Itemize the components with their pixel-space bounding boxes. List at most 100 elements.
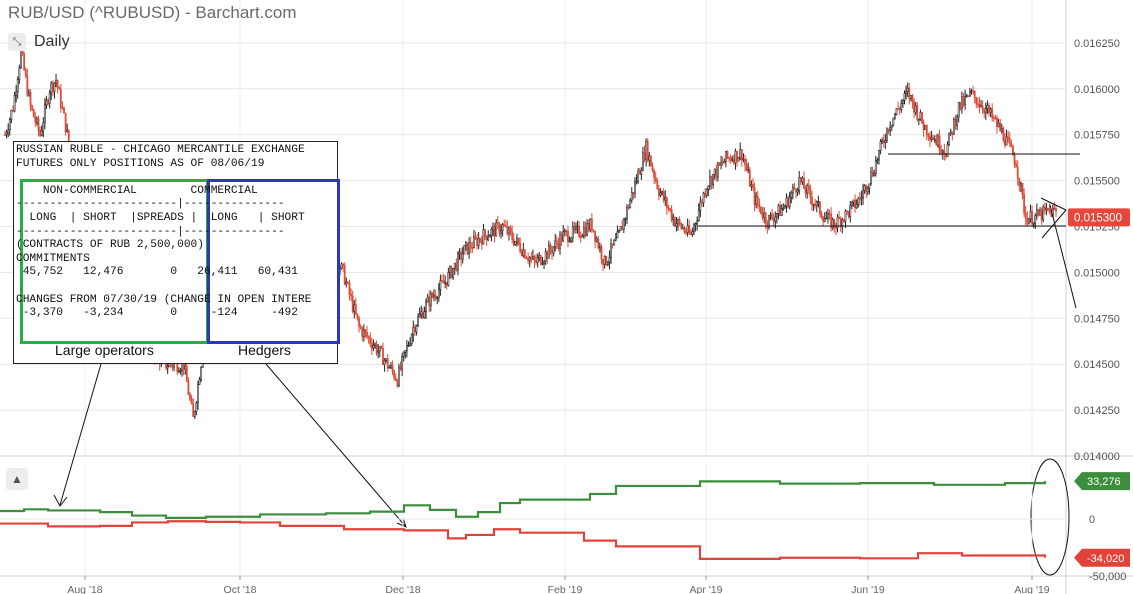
candle-body	[705, 188, 708, 196]
candle-body	[957, 101, 960, 118]
commercial-net-line	[0, 520, 1047, 560]
candle-body	[439, 280, 442, 290]
cot-last-label: -34,020	[1087, 553, 1124, 565]
candle-body	[366, 331, 368, 337]
candle-body	[511, 231, 514, 240]
candle-body	[978, 103, 981, 108]
candle-body	[589, 219, 592, 231]
candle-body	[868, 183, 871, 189]
candle-body	[1005, 136, 1008, 146]
candle-body	[520, 251, 523, 256]
candle-body	[879, 141, 882, 151]
candle-body	[855, 204, 858, 208]
candle-body	[35, 118, 38, 123]
candle-body	[924, 125, 927, 131]
candle-body	[4, 134, 6, 136]
candle-body	[897, 108, 900, 110]
period-label[interactable]: Daily	[34, 33, 70, 50]
candle-body	[755, 195, 758, 205]
candle-body	[989, 108, 992, 113]
candle-body	[528, 257, 531, 261]
expand-icon[interactable]: ⤡	[8, 33, 26, 51]
candle-body	[938, 135, 941, 151]
candle-body	[372, 345, 375, 349]
candle-body	[441, 280, 443, 282]
candle-body	[634, 181, 636, 194]
candle-body	[791, 187, 794, 194]
large-operators-pointer	[59, 363, 102, 506]
candle-body	[970, 90, 973, 93]
candle-body	[701, 201, 703, 204]
candle-body	[964, 96, 966, 105]
candle-body	[968, 91, 971, 97]
candle-body	[496, 222, 499, 224]
candle-body	[874, 160, 877, 174]
hedgers-pointer	[265, 363, 407, 528]
candle-body	[187, 381, 190, 395]
candle-body	[598, 246, 601, 249]
candle-body	[420, 311, 423, 315]
candle-body	[426, 296, 429, 303]
candle-body	[364, 329, 367, 333]
candle-body	[602, 258, 604, 265]
candle-body	[18, 67, 21, 80]
candle-body	[431, 293, 434, 298]
candle-body	[669, 208, 671, 211]
candle-body	[421, 311, 424, 319]
candle-body	[827, 213, 829, 219]
candle-body	[854, 199, 856, 208]
candle-body	[732, 158, 735, 164]
cot-tick-zero: 0	[1089, 514, 1095, 526]
candle-body	[916, 105, 919, 120]
candle-body	[469, 242, 472, 248]
candle-body	[458, 251, 461, 255]
collapse-pane-button[interactable]: ▲	[6, 468, 28, 490]
projection-arrow-line	[1049, 204, 1077, 309]
candle-body	[1000, 128, 1003, 132]
candle-body	[519, 243, 522, 252]
candle-body	[788, 197, 791, 208]
candle-body	[418, 314, 421, 318]
candle-body	[689, 232, 692, 235]
candle-body	[739, 149, 742, 159]
candle-body	[858, 198, 861, 200]
candle-body	[568, 240, 571, 243]
candle-body	[921, 112, 923, 124]
candle-body	[179, 369, 182, 372]
candle-body	[509, 227, 512, 233]
candle-body	[394, 377, 397, 381]
candle-body	[471, 247, 474, 249]
candle-body	[723, 161, 726, 164]
candle-body	[618, 230, 620, 233]
candle-body	[713, 168, 716, 175]
cot-report-line: CHANGES FROM 07/30/19 (CHANGE IN OPEN IN…	[16, 293, 312, 306]
candle-body	[752, 184, 754, 189]
candle-body	[1007, 136, 1010, 139]
candle-body	[342, 263, 345, 266]
candle-body	[651, 165, 654, 171]
candle-body	[480, 239, 483, 245]
candle-body	[731, 158, 734, 161]
annotation-lines	[53, 153, 1080, 576]
candle-body	[367, 336, 370, 338]
candle-body	[449, 266, 451, 273]
candle-body	[991, 108, 994, 118]
candle-body	[811, 197, 813, 205]
candle-body	[659, 192, 662, 196]
candle-body	[823, 218, 826, 222]
candle-body	[20, 49, 22, 68]
cot-report-line: RUSSIAN RUBLE - CHICAGO MERCANTILE EXCHA…	[16, 144, 305, 156]
candle-body	[803, 177, 805, 189]
candle-body	[721, 161, 724, 164]
candle-body	[665, 197, 668, 208]
candle-body	[1037, 209, 1040, 216]
triangle-lower-line	[1041, 209, 1067, 239]
period-selector[interactable]: ⤡ Daily	[8, 33, 70, 51]
candle-body	[1023, 194, 1026, 214]
candle-body	[460, 251, 463, 260]
candle-body	[976, 103, 979, 106]
candle-body	[45, 100, 48, 106]
candle-body	[1039, 210, 1041, 216]
candle-body	[399, 366, 402, 370]
candle-body	[846, 210, 848, 213]
